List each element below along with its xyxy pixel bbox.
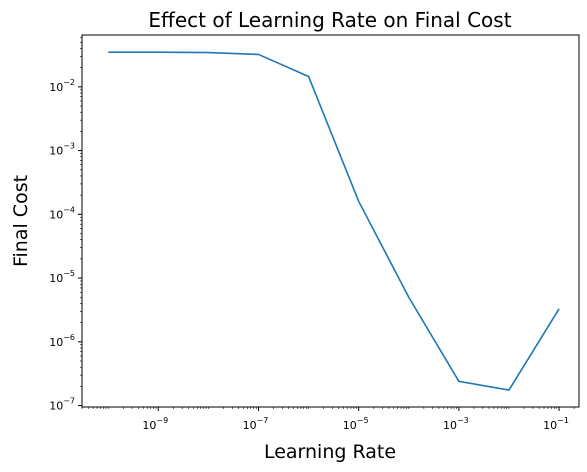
x-tick-exp-2: −5 [357, 416, 369, 425]
minor-ticks [80, 37, 574, 409]
x-tick-base-0: 10 [142, 419, 156, 432]
x-tick-base-3: 10 [443, 419, 457, 432]
x-tick-label-0: 10−9 [142, 416, 168, 432]
chart-title: Effect of Learning Rate on Final Cost [148, 8, 511, 32]
series-line-0 [108, 52, 559, 390]
y-tick-base-0: 10 [49, 400, 63, 413]
y-tick-label-5: 10−2 [49, 78, 75, 94]
y-tick-label-3: 10−4 [49, 205, 75, 221]
x-tick-label-4: 10−1 [543, 416, 569, 432]
x-axis-ticks: 10−9 10−7 10−5 10−3 10−1 [142, 407, 569, 432]
x-tick-exp-3: −3 [457, 416, 469, 425]
y-axis-label: Final Cost [10, 175, 32, 267]
y-tick-base-3: 10 [49, 208, 63, 221]
y-tick-exp-3: −4 [63, 205, 75, 214]
y-tick-exp-2: −5 [63, 269, 75, 278]
series-layer [108, 52, 559, 390]
y-tick-exp-1: −6 [63, 333, 75, 342]
y-tick-label-4: 10−3 [49, 142, 75, 158]
y-axis-ticks: 10−710−610−510−410−310−2 [49, 78, 82, 413]
y-tick-exp-5: −2 [63, 78, 75, 87]
y-tick-label-0: 10−7 [49, 397, 75, 413]
y-tick-exp-0: −7 [63, 397, 75, 406]
x-tick-exp-0: −9 [156, 416, 168, 425]
y-tick-label-1: 10−6 [49, 333, 75, 349]
y-tick-base-5: 10 [49, 81, 63, 94]
y-tick-base-4: 10 [49, 145, 63, 158]
y-tick-base-1: 10 [49, 336, 63, 349]
y-tick-exp-4: −3 [63, 142, 75, 151]
x-tick-exp-1: −7 [257, 416, 269, 425]
x-tick-label-3: 10−3 [443, 416, 469, 432]
x-tick-label-1: 10−7 [243, 416, 269, 432]
y-tick-label-2: 10−5 [49, 269, 75, 285]
x-tick-base-1: 10 [243, 419, 257, 432]
y-tick-base-2: 10 [49, 272, 63, 285]
x-axis-label: Learning Rate [264, 441, 396, 463]
plot-frame [82, 35, 579, 407]
x-tick-exp-4: −1 [557, 416, 569, 425]
x-tick-label-2: 10−5 [343, 416, 369, 432]
x-tick-base-2: 10 [343, 419, 357, 432]
x-tick-base-4: 10 [543, 419, 557, 432]
